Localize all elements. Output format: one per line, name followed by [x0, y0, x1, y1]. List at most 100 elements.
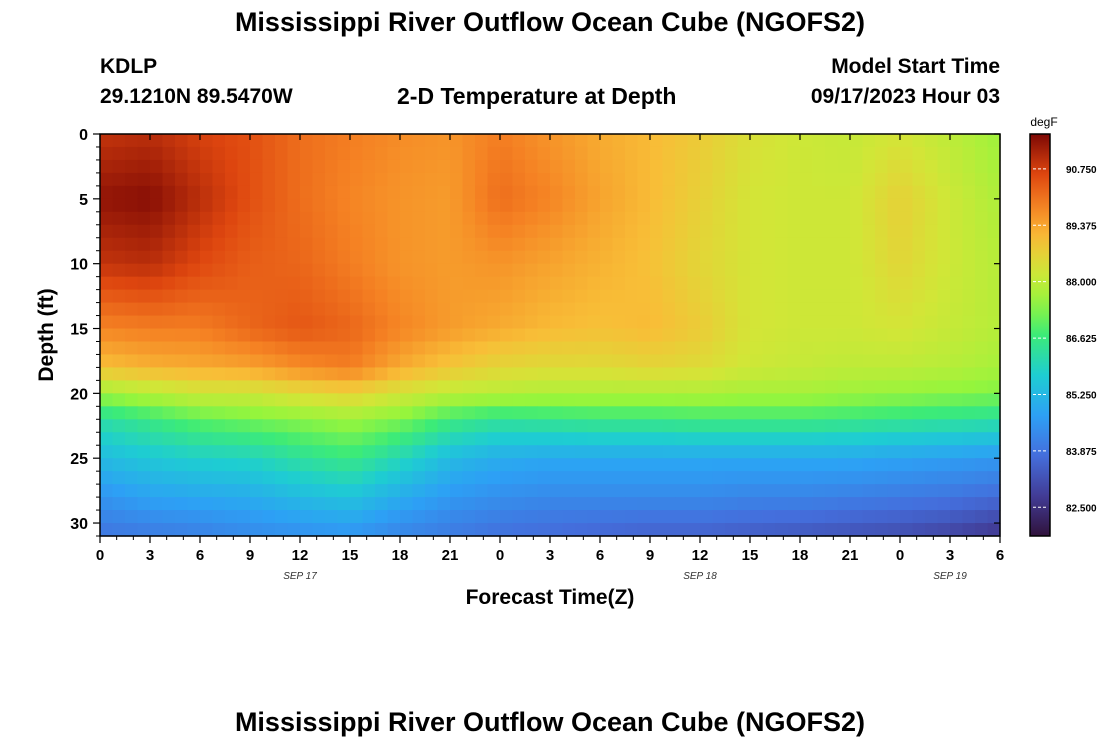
x-tick-label: 9: [246, 547, 254, 564]
heatmap-cell: [950, 328, 964, 343]
heatmap-cell: [762, 198, 776, 213]
heatmap-cell: [687, 159, 701, 174]
heatmap-cell: [900, 159, 914, 174]
heatmap-cell: [612, 315, 626, 330]
heatmap-cell: [350, 341, 364, 356]
heatmap-cell: [850, 458, 864, 472]
heatmap-cell: [100, 185, 114, 200]
heatmap-cell: [187, 380, 201, 394]
heatmap-cell: [262, 484, 276, 498]
heatmap-cell: [862, 432, 876, 446]
heatmap-cell: [837, 224, 851, 239]
heatmap-cell: [875, 134, 889, 148]
heatmap-cell: [987, 445, 1001, 459]
heatmap-cell: [912, 302, 926, 317]
heatmap-cell: [362, 172, 376, 187]
heatmap-cell: [975, 250, 989, 265]
heatmap-cell: [987, 263, 1001, 278]
heatmap-cell: [437, 419, 451, 433]
heatmap-cell: [987, 484, 1001, 498]
heatmap-cell: [300, 302, 314, 317]
heatmap-cell: [687, 237, 701, 252]
heatmap-cell: [287, 211, 301, 226]
heatmap-cell: [362, 146, 376, 161]
heatmap-cell: [437, 237, 451, 252]
heatmap-cell: [187, 302, 201, 317]
heatmap-cell: [675, 224, 689, 239]
heatmap-cell: [300, 146, 314, 161]
heatmap-cell: [175, 419, 189, 433]
heatmap-cell: [412, 328, 426, 343]
heatmap-cell: [762, 510, 776, 524]
heatmap-cell: [225, 471, 239, 485]
heatmap-cell: [225, 432, 239, 446]
heatmap-cell: [950, 380, 964, 394]
heatmap-cell: [100, 471, 114, 485]
heatmap-cell: [500, 302, 514, 317]
heatmap-cell: [550, 328, 564, 343]
heatmap-cell: [950, 341, 964, 356]
heatmap-cell: [962, 276, 976, 291]
heatmap-cell: [525, 458, 539, 472]
colorbar-tick-label: 85.250: [1066, 390, 1097, 401]
heatmap-cell: [162, 406, 176, 420]
heatmap-cell: [950, 134, 964, 148]
heatmap-cell: [562, 224, 576, 239]
heatmap-cell: [200, 237, 214, 252]
heatmap-cell: [462, 406, 476, 420]
heatmap-cell: [437, 445, 451, 459]
heatmap-cell: [675, 406, 689, 420]
heatmap-cell: [425, 146, 439, 161]
heatmap-cell: [337, 211, 351, 226]
heatmap-cell: [912, 523, 926, 537]
x-tick-label: 3: [546, 547, 554, 564]
heatmap-cell: [175, 354, 189, 369]
heatmap-cell: [250, 328, 264, 343]
heatmap-cell: [650, 432, 664, 446]
heatmap-cell: [325, 211, 339, 226]
heatmap-cell: [737, 393, 751, 407]
heatmap-cell: [650, 471, 664, 485]
heatmap-cell: [575, 484, 589, 498]
heatmap-cell: [575, 134, 589, 148]
heatmap-cell: [712, 289, 726, 304]
heatmap-cell: [425, 185, 439, 200]
heatmap-cell: [412, 198, 426, 213]
heatmap-cell: [362, 432, 376, 446]
heatmap-cell: [962, 497, 976, 511]
heatmap-cell: [600, 341, 614, 356]
heatmap-cell: [825, 471, 839, 485]
heatmap-cell: [850, 211, 864, 226]
heatmap-cell: [200, 484, 214, 498]
heatmap-cell: [237, 341, 251, 356]
heatmap-cell: [150, 432, 164, 446]
heatmap-cell: [500, 354, 514, 369]
heatmap-cell: [912, 146, 926, 161]
heatmap-cell: [537, 237, 551, 252]
heatmap-cell: [612, 341, 626, 356]
heatmap-cell: [275, 523, 289, 537]
heatmap-cell: [925, 263, 939, 278]
heatmap-cell: [837, 471, 851, 485]
heatmap-cell: [650, 419, 664, 433]
heatmap-cell: [687, 458, 701, 472]
heatmap-cell: [537, 380, 551, 394]
heatmap-cell: [987, 406, 1001, 420]
heatmap-cell: [875, 198, 889, 213]
heatmap-cell: [300, 523, 314, 537]
heatmap-cell: [275, 484, 289, 498]
heatmap-cell: [725, 367, 739, 381]
heatmap-cell: [575, 289, 589, 304]
heatmap-cell: [675, 367, 689, 381]
heatmap-cell: [787, 185, 801, 200]
heatmap-cell: [662, 198, 676, 213]
heatmap-cell: [487, 302, 501, 317]
heatmap-cell: [325, 185, 339, 200]
heatmap-cell: [337, 393, 351, 407]
heatmap-cell: [650, 237, 664, 252]
heatmap-cell: [437, 315, 451, 330]
heatmap-cell: [525, 289, 539, 304]
heatmap-cell: [750, 419, 764, 433]
heatmap-cell: [787, 172, 801, 187]
heatmap-cell: [125, 497, 139, 511]
